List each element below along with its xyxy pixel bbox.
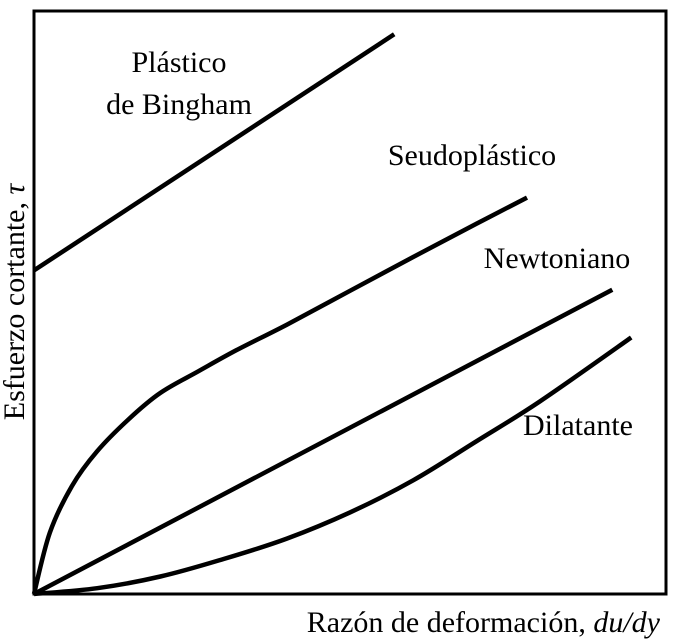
series-line-bingham (32, 32, 396, 273)
y-axis-label-text: Esfuerzo cortante, (0, 195, 31, 421)
series-label-newtoniano: Newtoniano (484, 242, 631, 275)
series-line-dilatante (33, 335, 633, 597)
plot-frame (32, 9, 668, 596)
series-labels-group: Plástico de Bingham Seudoplástico Newton… (106, 46, 633, 442)
x-axis-label-variable: du/dy (593, 606, 660, 639)
y-axis-label-variable: τ (0, 183, 31, 195)
series-label-dilatante: Dilatante (523, 409, 633, 442)
x-axis-label: Razón de deformación, du/dy (307, 606, 661, 639)
series-label-bingham-line-2: de Bingham (106, 88, 252, 121)
series-label-bingham-line-1: Plástico (132, 46, 227, 79)
curves-group (31, 32, 633, 597)
y-axis-label: Esfuerzo cortante, τ (0, 183, 31, 421)
series-label-seudoplastico: Seudoplástico (388, 139, 556, 172)
series-line-newtoniano (32, 287, 614, 596)
x-axis-label-text: Razón de deformación, (307, 606, 594, 639)
series-line-seudoplastico (31, 195, 529, 595)
